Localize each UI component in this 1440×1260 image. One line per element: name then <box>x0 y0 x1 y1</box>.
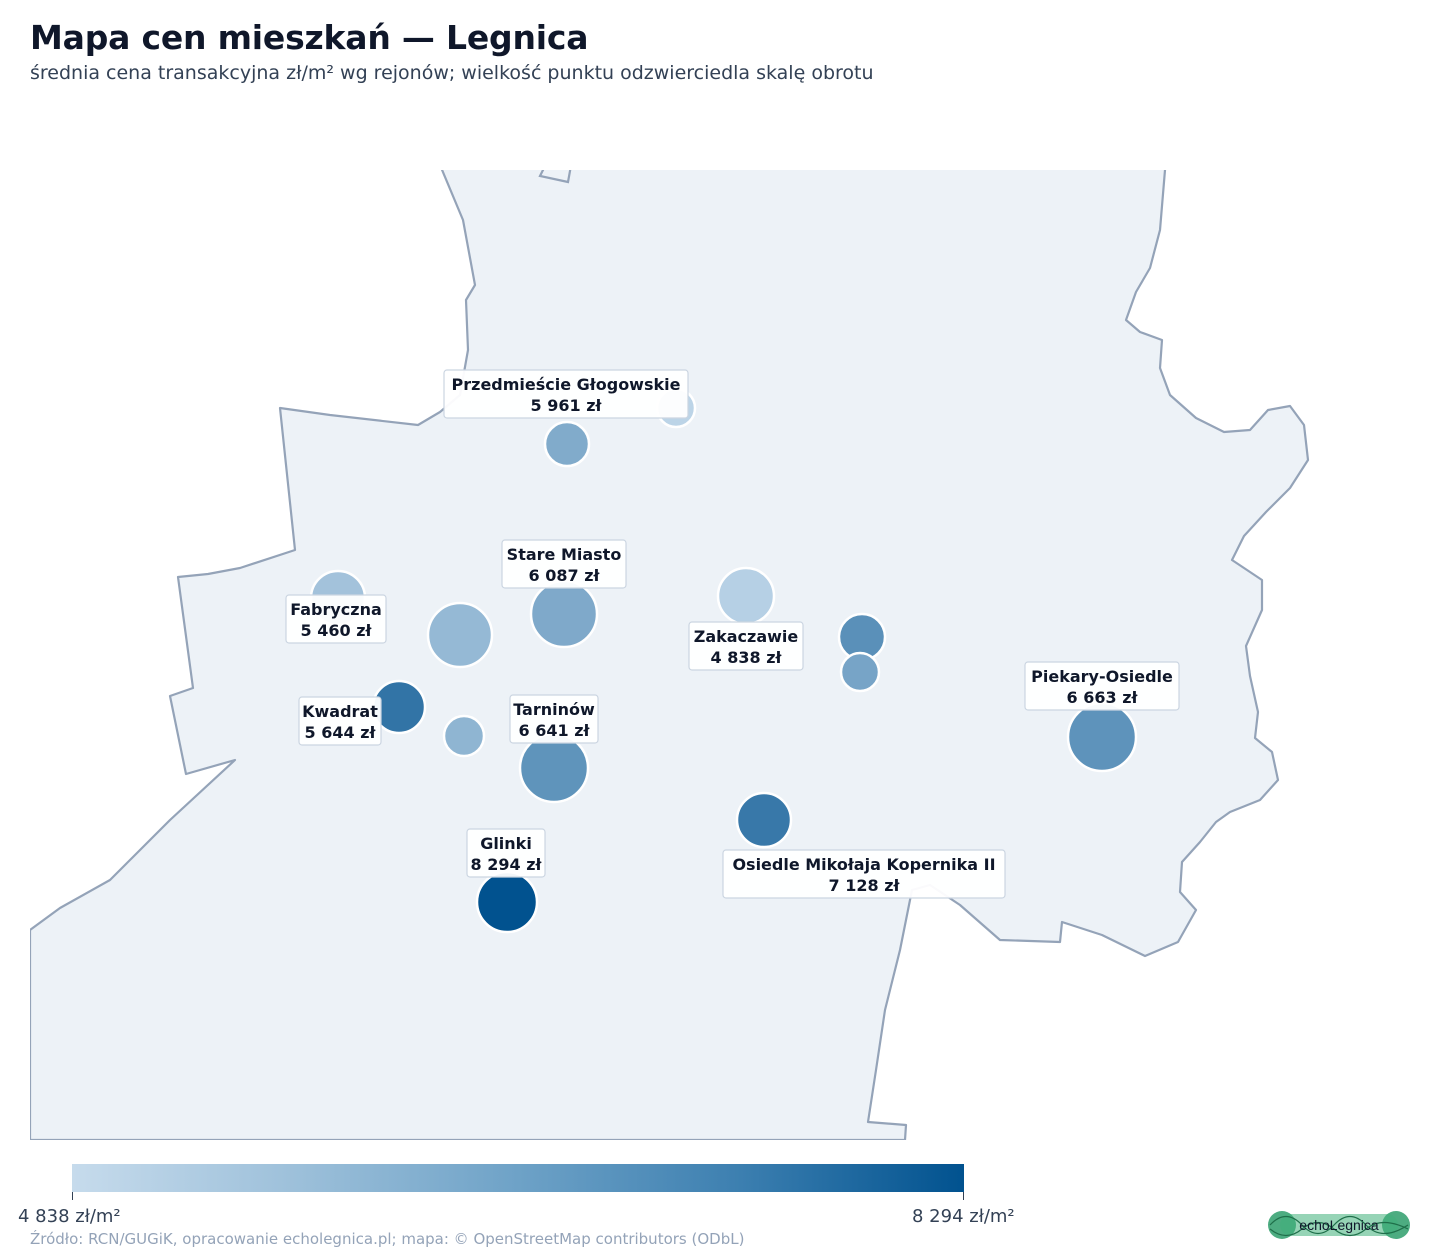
district-marker-glinki <box>475 870 539 934</box>
district-price-glinki: 8 294 zł <box>471 855 543 874</box>
district-label-box-glinki <box>466 828 546 878</box>
district-label-box-przedmiescie-glogowskie <box>443 369 689 419</box>
district-name-piekary-osiedle: Piekary-Osiedle <box>1031 667 1173 686</box>
source-note: Źródło: RCN/GUGiK, opracowanie echolegni… <box>30 1230 745 1248</box>
district-label-box-kwadrat <box>298 696 382 746</box>
color-scale-max-tick <box>963 1192 964 1200</box>
district-label-box-zakaczawie <box>688 621 804 671</box>
district-name-stare-miasto: Stare Miasto <box>507 545 622 564</box>
district-marker-6 <box>839 651 881 693</box>
district-name-tarninow: Tarninów <box>513 700 595 719</box>
city-boundary <box>30 170 1310 1140</box>
district-name-osiedle-mikolaja-kopernika-ii: Osiedle Mikołaja Kopernika II <box>732 855 995 874</box>
district-price-tarninow: 6 641 zł <box>519 721 591 740</box>
district-marker-2 <box>543 420 591 468</box>
district-price-przedmiescie-glogowskie: 5 961 zł <box>531 396 603 415</box>
district-name-fabryczna: Fabryczna <box>290 600 382 619</box>
color-scale-bar <box>72 1164 964 1192</box>
color-scale-min-tick <box>72 1192 73 1200</box>
district-price-zakaczawie: 4 838 zł <box>711 648 783 667</box>
district-name-przedmiescie-glogowskie: Przedmieście Głogowskie <box>452 375 681 394</box>
district-marker-3 <box>426 601 494 669</box>
color-scale-max-label: 8 294 zł/m² <box>912 1206 1015 1227</box>
district-marker-8 <box>735 791 793 849</box>
page-title: Mapa cen mieszkań — Legnica <box>30 18 589 57</box>
district-name-kwadrat: Kwadrat <box>302 702 378 721</box>
color-scale-min-label: 4 838 zł/m² <box>18 1206 121 1227</box>
district-marker-7 <box>442 714 486 758</box>
district-label-box-osiedle-mikolaja-kopernika-ii <box>722 849 1006 899</box>
district-name-glinki: Glinki <box>480 834 532 853</box>
district-marker-stare-miasto <box>529 579 599 649</box>
page-subtitle: średnia cena transakcyjna zł/m² wg rejon… <box>30 62 874 84</box>
echolegnica-logo: echoLegnica <box>1268 1211 1410 1239</box>
district-label-box-piekary-osiedle <box>1024 661 1180 711</box>
district-label-box-tarninow <box>509 694 599 744</box>
district-name-zakaczawie: Zakaczawie <box>694 627 799 646</box>
district-marker-tarninow <box>518 732 590 804</box>
district-marker-piekary-osiedle <box>1066 701 1138 773</box>
district-price-osiedle-mikolaja-kopernika-ii: 7 128 zł <box>829 876 901 895</box>
district-label-box-fabryczna <box>285 594 387 644</box>
svg-text:echoLegnica: echoLegnica <box>1299 1217 1379 1233</box>
district-marker-4 <box>716 566 776 626</box>
district-price-fabryczna: 5 460 zł <box>301 621 373 640</box>
boundary-notch-top <box>538 170 572 184</box>
district-label-box-stare-miasto <box>501 539 627 589</box>
district-price-kwadrat: 5 644 zł <box>305 723 377 742</box>
district-price-piekary-osiedle: 6 663 zł <box>1067 688 1139 707</box>
district-price-stare-miasto: 6 087 zł <box>529 566 601 585</box>
